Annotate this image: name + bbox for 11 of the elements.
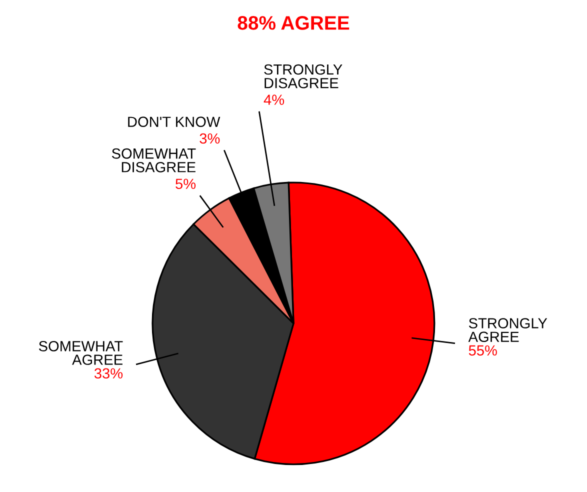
slice-label: STRONGLY AGREE: [468, 318, 548, 342]
data-label: 5%: [176, 178, 196, 189]
data-label: 33%: [94, 368, 123, 379]
slice-label: SOMEWHAT AGREE: [38, 341, 123, 365]
data-label: 4%: [264, 94, 284, 105]
slice-label: STRONGLY DISAGREE: [264, 64, 342, 88]
data-label: 3%: [200, 133, 220, 144]
slice-label: DON'T KNOW: [128, 116, 220, 127]
chart-title: 88% AGREE: [238, 16, 350, 30]
data-label: 55%: [468, 345, 497, 356]
slice-label: SOMEWHAT DISAGREE: [112, 148, 196, 172]
